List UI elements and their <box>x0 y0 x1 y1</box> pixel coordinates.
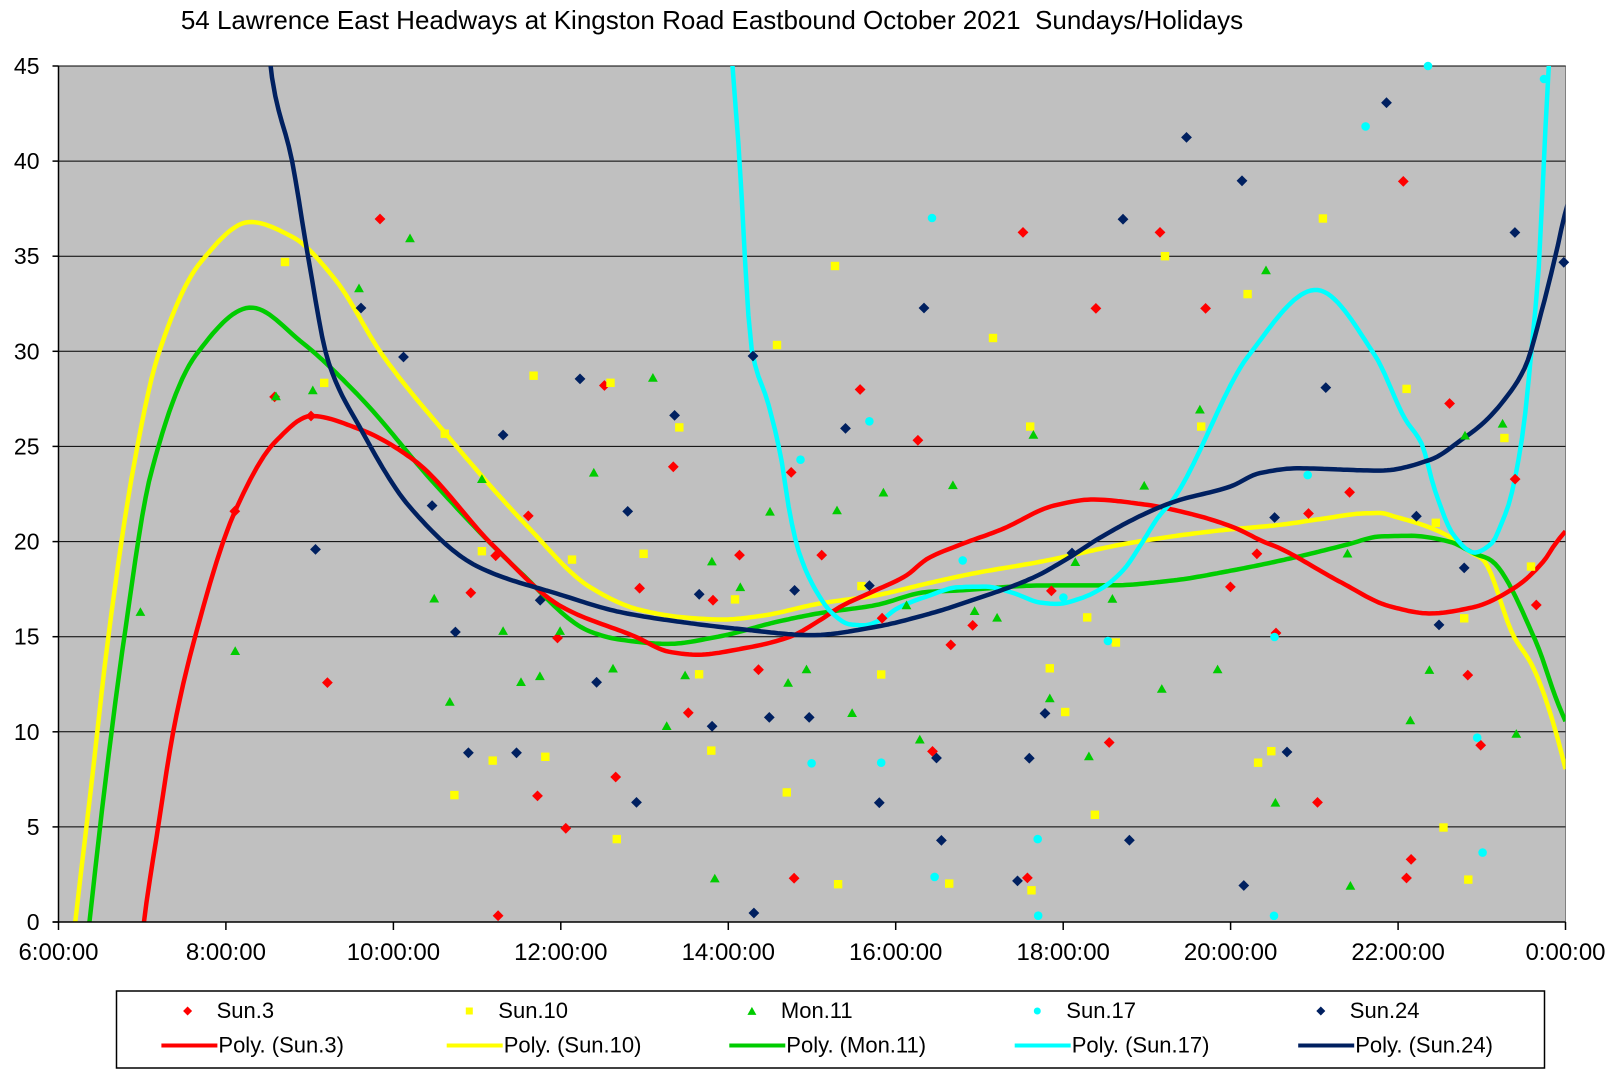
svg-text:25: 25 <box>14 433 40 459</box>
svg-text:40: 40 <box>14 148 40 174</box>
svg-text:30: 30 <box>14 338 40 364</box>
svg-text:Sun.10: Sun.10 <box>498 998 568 1023</box>
svg-text:6:00:00: 6:00:00 <box>18 939 98 966</box>
svg-text:12:00:00: 12:00:00 <box>514 939 607 966</box>
svg-text:Poly. (Sun.3): Poly. (Sun.3) <box>218 1033 344 1058</box>
svg-text:Sun.17: Sun.17 <box>1066 998 1136 1023</box>
svg-text:54 Lawrence East Headways at K: 54 Lawrence East Headways at Kingston Ro… <box>181 5 1243 35</box>
svg-text:0:00:00: 0:00:00 <box>1525 939 1605 966</box>
svg-text:Poly. (Mon.11): Poly. (Mon.11) <box>786 1033 926 1058</box>
svg-text:20:00:00: 20:00:00 <box>1184 939 1277 966</box>
svg-text:10:00:00: 10:00:00 <box>347 939 440 966</box>
svg-text:Poly. (Sun.24): Poly. (Sun.24) <box>1355 1033 1493 1058</box>
svg-text:8:00:00: 8:00:00 <box>186 939 266 966</box>
svg-text:Poly. (Sun.17): Poly. (Sun.17) <box>1072 1033 1210 1058</box>
svg-text:0: 0 <box>27 909 40 935</box>
svg-text:10: 10 <box>14 719 40 745</box>
svg-text:18:00:00: 18:00:00 <box>1016 939 1109 966</box>
svg-text:Mon.11: Mon.11 <box>781 998 853 1023</box>
svg-text:Sun.3: Sun.3 <box>217 998 275 1023</box>
svg-text:35: 35 <box>14 243 40 269</box>
svg-text:5: 5 <box>27 814 40 840</box>
svg-text:45: 45 <box>14 53 40 79</box>
svg-text:16:00:00: 16:00:00 <box>849 939 942 966</box>
svg-text:Poly. (Sun.10): Poly. (Sun.10) <box>504 1033 642 1058</box>
svg-text:15: 15 <box>14 624 40 650</box>
svg-text:22:00:00: 22:00:00 <box>1351 939 1444 966</box>
svg-text:20: 20 <box>14 529 40 555</box>
svg-text:Sun.24: Sun.24 <box>1350 998 1420 1023</box>
svg-text:14:00:00: 14:00:00 <box>682 939 775 966</box>
